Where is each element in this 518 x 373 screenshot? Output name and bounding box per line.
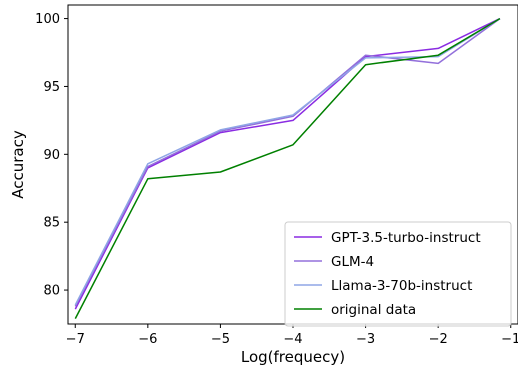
y-tick-label: 95 [43, 80, 60, 95]
y-tick-label: 90 [43, 148, 60, 163]
x-tick-label: −5 [211, 332, 230, 347]
series-line-4 [74, 17, 501, 319]
x-tick-label: −4 [283, 332, 302, 347]
x-tick-label: −2 [429, 332, 448, 347]
legend-box [284, 221, 512, 327]
legend-label-3: Llama-3-70b-instruct [331, 278, 472, 294]
legend-label-2: GLM-4 [331, 254, 374, 270]
y-tick-label: 100 [35, 12, 60, 27]
y-axis-label: Accuracy [9, 130, 27, 199]
legend: GPT-3.5-turbo-instruct GLM-4 Llama-3-70b-i… [284, 221, 512, 327]
x-tick-label: −3 [356, 332, 375, 347]
series-line-2 [74, 17, 501, 307]
legend-label-1: GPT-3.5-turbo-instruct [331, 230, 481, 246]
x-tick-label: −1 [501, 332, 518, 347]
y-tick-label: 85 [43, 216, 60, 231]
legend-label-4: original data [331, 302, 416, 318]
x-tick-label: −6 [138, 332, 157, 347]
series-line-3 [74, 17, 501, 306]
tick-layer: −7 −6 −5 −4 −3 −2 −1 80 85 90 95 100 [35, 12, 518, 347]
x-axis-label: Log(frequecy) [241, 348, 345, 366]
series-layer [74, 17, 501, 319]
y-tick-label: 80 [43, 284, 60, 299]
x-tick-label: −7 [66, 332, 85, 347]
